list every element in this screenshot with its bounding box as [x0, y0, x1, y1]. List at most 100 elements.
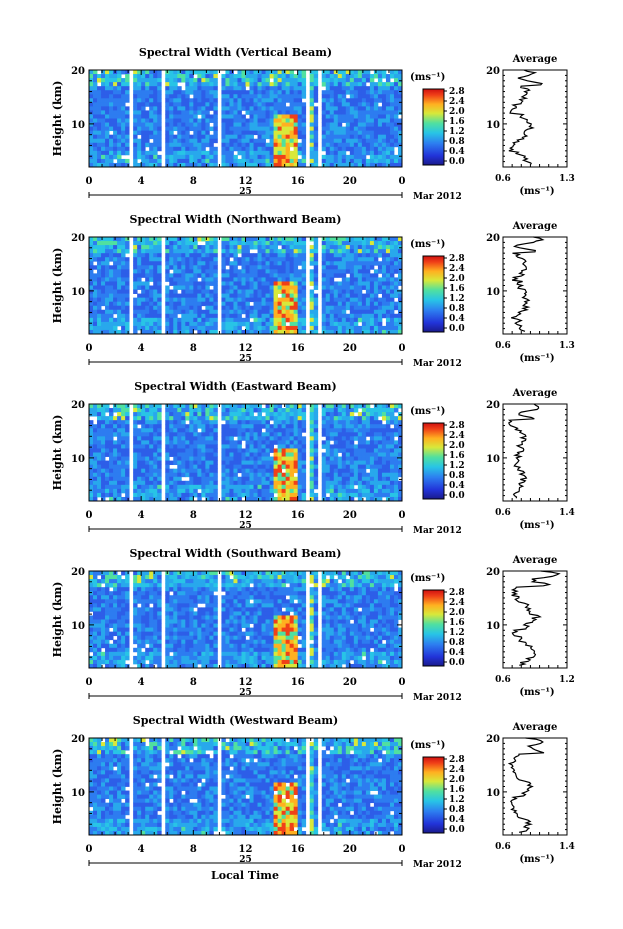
heatmap-cell [97, 150, 102, 156]
heatmap-cell [125, 261, 130, 266]
heatmap-cell [325, 94, 331, 99]
heatmap-cell [373, 297, 379, 303]
heatmap-cell [269, 158, 274, 164]
heatmap-cell [321, 452, 327, 457]
heatmap-cell [285, 424, 291, 429]
heatmap-cell [153, 317, 158, 323]
heatmap-cell [133, 122, 138, 127]
heatmap-cell [205, 285, 210, 290]
heatmap-cell [249, 289, 254, 294]
heatmap-cell [149, 265, 154, 270]
heatmap-cell [369, 106, 375, 111]
heatmap-cell [193, 86, 198, 91]
heatmap-cell [329, 412, 335, 417]
heatmap-cell [177, 404, 182, 409]
heatmap-cell [185, 281, 190, 286]
heatmap-cell [109, 448, 114, 453]
heatmap-cell [157, 237, 162, 242]
heatmap-cell [301, 134, 307, 140]
heatmap-cell [97, 452, 102, 457]
heatmap-cell [89, 301, 94, 307]
heatmap-cell [205, 82, 210, 87]
heatmap-cell [257, 102, 262, 107]
heatmap-cell [365, 265, 371, 270]
heatmap-cell [165, 269, 170, 274]
heatmap-cell [181, 496, 186, 502]
heatmap-cell [393, 249, 399, 254]
heatmap-cell [273, 146, 278, 152]
heatmap-cell [257, 436, 262, 441]
heatmap-cell [141, 70, 146, 75]
heatmap-cell [149, 436, 154, 441]
heatmap-cell [93, 404, 98, 409]
heatmap-cell [201, 269, 206, 274]
heatmap-cell [209, 261, 214, 266]
heatmap-cell [185, 404, 190, 409]
heatmap-cell [253, 416, 258, 421]
heatmap-cell [273, 321, 278, 327]
heatmap-cell [157, 269, 162, 274]
heatmap-cell [309, 150, 315, 156]
heatmap-cell [113, 253, 118, 258]
heatmap-cell [205, 114, 210, 119]
heatmap-cell [377, 325, 383, 331]
heatmap-cell [397, 321, 403, 327]
heatmap-cell [197, 158, 202, 164]
heatmap-cell [293, 440, 299, 445]
heatmap-cell [241, 309, 246, 315]
heatmap-cell [149, 110, 154, 115]
heatmap-cell [341, 309, 347, 315]
heatmap-cell [261, 289, 266, 294]
heatmap-cell [277, 261, 283, 266]
heatmap-cell [153, 428, 158, 433]
heatmap-cell [193, 444, 198, 449]
heatmap-cell [165, 118, 170, 123]
heatmap-cell [329, 325, 335, 331]
heatmap-cell [89, 70, 94, 75]
heatmap-cell [297, 162, 303, 168]
heatmap-cell [277, 162, 283, 168]
heatmap-cell [125, 86, 130, 91]
heatmap-cell [293, 237, 299, 242]
heatmap-cell [101, 106, 106, 111]
heatmap-cell [325, 456, 331, 461]
heatmap-cell [189, 74, 194, 79]
heatmap-cell [345, 98, 351, 103]
heatmap-cell [189, 408, 194, 413]
heatmap-cell [149, 82, 154, 87]
heatmap-cell [309, 102, 315, 107]
heatmap-cell [189, 329, 194, 335]
heatmap-cell [245, 90, 250, 95]
heatmap-cell [149, 162, 154, 168]
heatmap-cell [141, 118, 146, 123]
heatmap-cell [117, 110, 122, 115]
heatmap-cell [169, 440, 174, 445]
heatmap-cell [393, 237, 399, 242]
heatmap-cell [249, 285, 254, 290]
heatmap-cell [181, 241, 186, 246]
heatmap-cell [165, 460, 170, 466]
heatmap-cell [101, 289, 106, 294]
heatmap-cell [261, 448, 266, 453]
heatmap-cell [121, 297, 126, 303]
heatmap-cell [173, 146, 178, 152]
heatmap-cell [309, 464, 315, 470]
heatmap-cell [205, 488, 210, 494]
heatmap-cell [237, 273, 242, 278]
heatmap-cell [141, 134, 146, 140]
heatmap-cell [185, 142, 190, 148]
heatmap-cell [265, 146, 270, 152]
heatmap-cell [337, 253, 343, 258]
heatmap-cell [113, 138, 118, 144]
heatmap-cell [289, 118, 295, 123]
heatmap-cell [289, 281, 295, 286]
heatmap-cell [149, 404, 154, 409]
heatmap-cell [273, 305, 278, 311]
heatmap-cell [185, 456, 190, 461]
colorbar-tick-label: 0.0 [449, 157, 465, 167]
heatmap-cell [369, 277, 375, 282]
heatmap-cell [345, 130, 351, 136]
heatmap-cell [253, 448, 258, 453]
heatmap-cell [165, 313, 170, 319]
